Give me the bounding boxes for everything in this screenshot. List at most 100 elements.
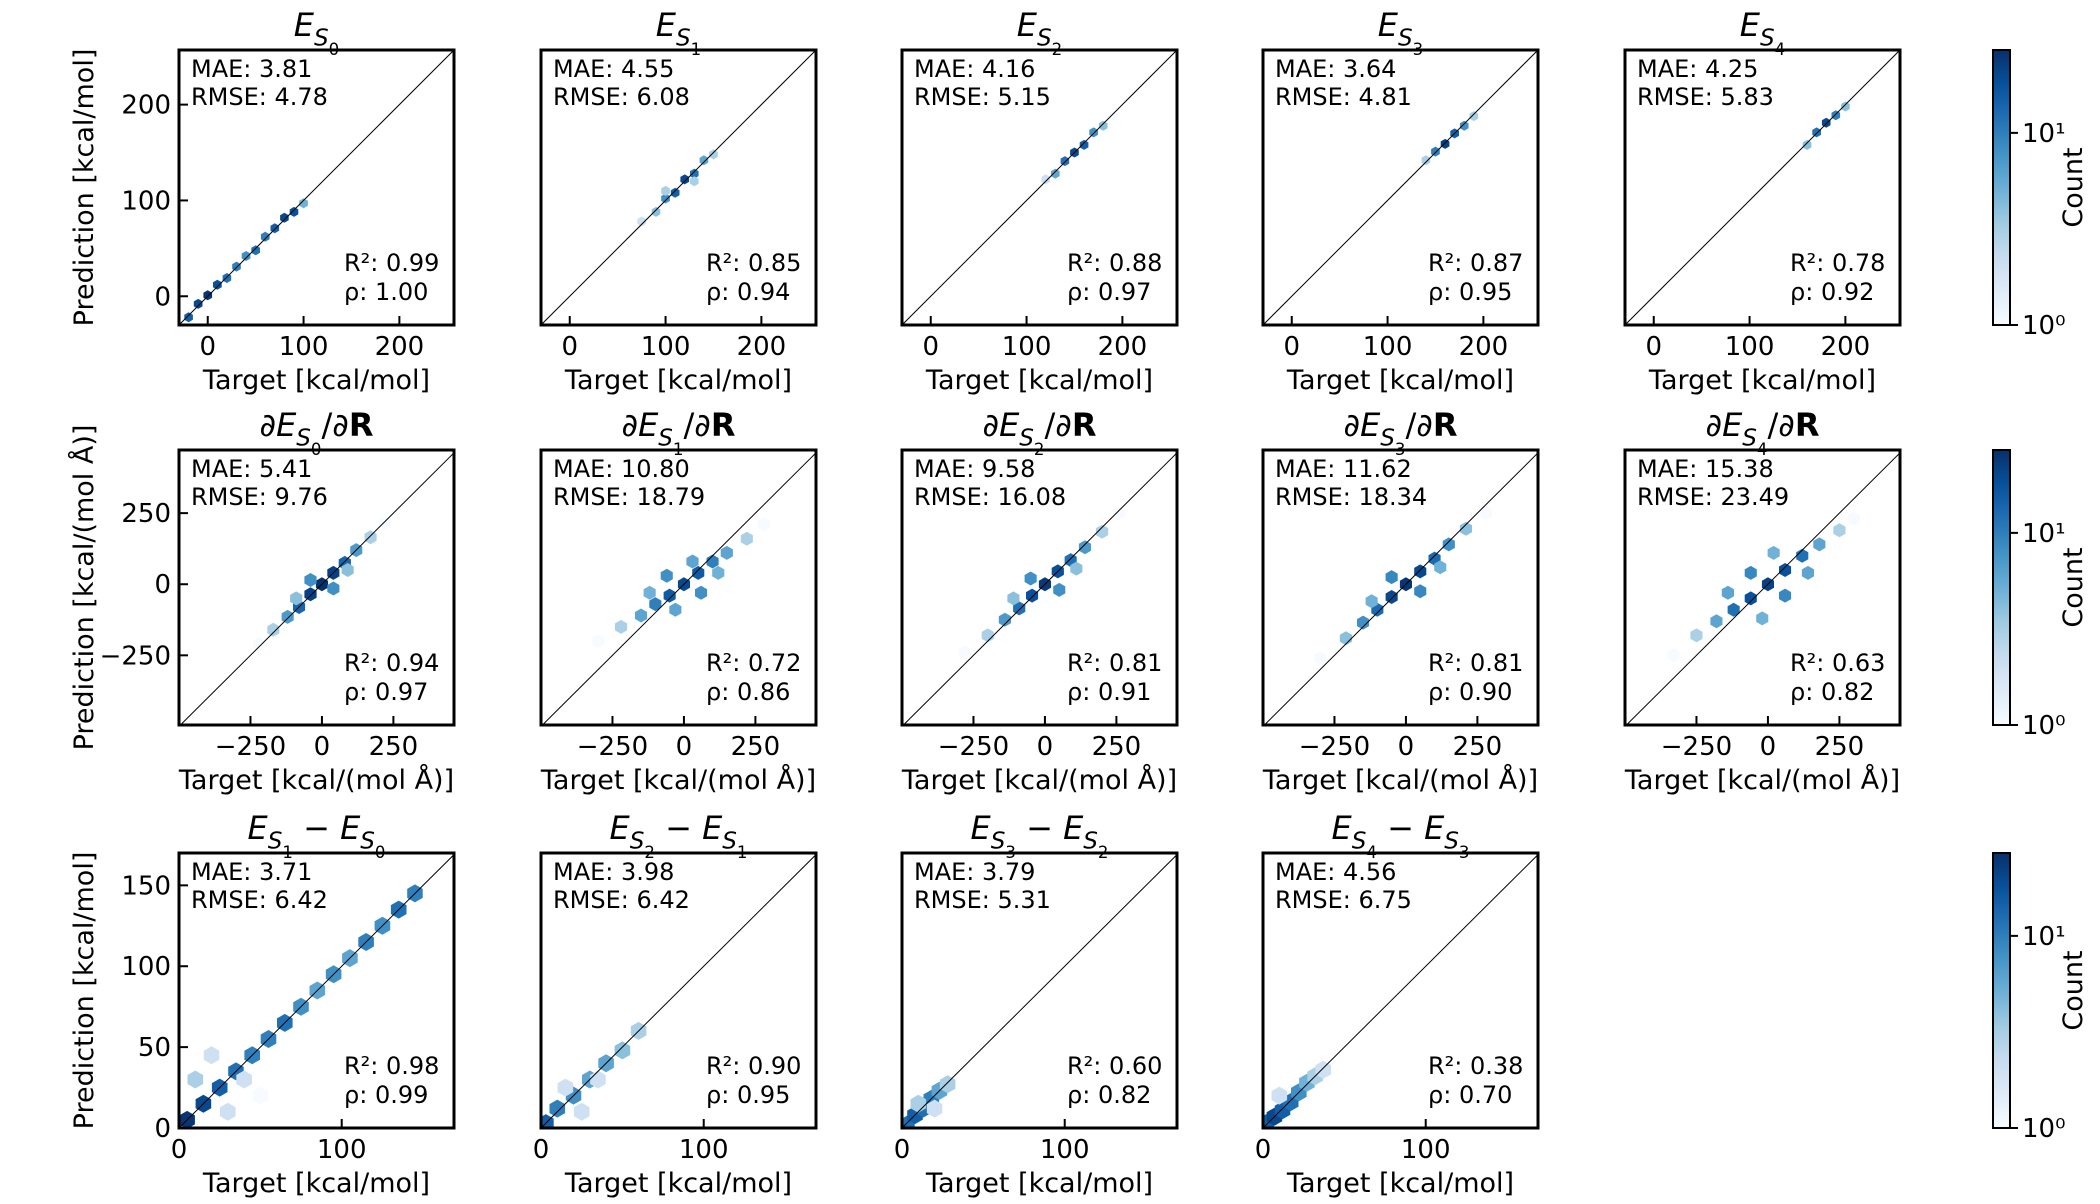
y-tick-label: 250 <box>121 499 171 529</box>
title-part: E <box>656 6 677 44</box>
hexbin <box>1667 648 1680 663</box>
annotation: RMSE: 5.31 <box>914 886 1051 914</box>
y-tick-label: 50 <box>138 1033 171 1063</box>
hexbin <box>364 530 377 545</box>
annotation: R²: 0.90 <box>706 1052 801 1080</box>
annotation: MAE: 3.71 <box>191 858 312 886</box>
hexbin <box>643 585 656 600</box>
title-part: E <box>610 809 631 847</box>
frame <box>1261 48 1540 327</box>
annotation: RMSE: 16.08 <box>914 483 1066 511</box>
hexbin <box>290 591 303 606</box>
y-tick-label: 0 <box>154 1114 171 1144</box>
x-tick-label: 0 <box>171 1135 188 1165</box>
y-tick-label: 200 <box>121 91 171 121</box>
x-axis-label: Target [kcal/mol] <box>564 365 792 396</box>
x-tick-label: 0 <box>314 732 331 762</box>
title-part: 3 <box>1413 40 1424 59</box>
annotation: RMSE: 5.83 <box>1637 83 1774 111</box>
hexbin <box>549 1099 566 1118</box>
hexbin <box>341 563 354 577</box>
colorbar-tick-label: 10⁰ <box>2022 711 2066 741</box>
x-tick-label: −250 <box>577 732 648 762</box>
plot-area <box>902 854 1177 1128</box>
annotation: ρ: 1.00 <box>344 278 428 306</box>
panel-title: ES1 − ES0 <box>248 809 386 862</box>
annotation: ρ: 0.97 <box>1067 278 1151 306</box>
title-part: 1 <box>737 843 748 862</box>
title-part: ∂E <box>1344 406 1382 444</box>
hexbin <box>1026 588 1039 603</box>
annotation: MAE: 3.98 <box>553 858 674 886</box>
hexbin <box>378 516 391 531</box>
x-tick-label: 200 <box>1459 332 1509 362</box>
title-part: 4 <box>1775 40 1786 59</box>
hexbin <box>635 608 648 623</box>
title-part: − E <box>655 809 723 847</box>
hexbin <box>184 312 193 323</box>
x-tick-label: 250 <box>1092 732 1142 762</box>
hexbin <box>1414 584 1427 599</box>
y-tick-label: 0 <box>154 282 171 312</box>
identity-line <box>1264 452 1538 725</box>
plot-area <box>1625 50 1900 325</box>
plot-area <box>179 50 454 325</box>
title-part: E <box>971 809 992 847</box>
hexbin <box>661 185 670 196</box>
hexbin <box>1802 139 1812 150</box>
hexbin <box>1813 537 1826 552</box>
title-part: /∂ <box>683 406 710 444</box>
annotation: ρ: 0.70 <box>1428 1081 1512 1109</box>
identity-line <box>179 50 454 325</box>
y-axis-label: Prediction [kcal/(mol Å)] <box>68 425 100 751</box>
identity-line <box>541 854 816 1128</box>
plot-area <box>541 50 816 325</box>
title-part: E <box>1017 6 1038 44</box>
annotation: RMSE: 6.42 <box>191 886 328 914</box>
hexbin <box>720 545 733 560</box>
title-part: 4 <box>1366 843 1377 862</box>
x-axis-label: Target [kcal/mol] <box>925 365 1153 396</box>
title-part: 3 <box>1395 440 1406 459</box>
x-tick-label: 200 <box>1821 332 1871 362</box>
hexbin <box>327 581 340 596</box>
hexbin <box>1469 111 1479 122</box>
annotation: RMSE: 6.75 <box>1275 886 1412 914</box>
panel-title: ES2 <box>1017 6 1062 59</box>
identity-line <box>903 452 1177 725</box>
title-part: S <box>1083 829 1098 855</box>
hexbin <box>690 176 699 187</box>
identity-line <box>542 452 816 725</box>
colorbar <box>1992 852 2011 1129</box>
x-tick-label: 100 <box>641 332 691 362</box>
x-axis-label: Target [kcal/mol] <box>202 365 430 396</box>
hexbin <box>1744 591 1757 606</box>
colorbar-tick-label: 10⁰ <box>2022 1114 2066 1144</box>
title-part: S <box>1037 26 1052 52</box>
hexbin <box>1710 614 1723 629</box>
title-part: E <box>1740 6 1761 44</box>
hexbin <box>712 565 725 580</box>
title-part: /∂ <box>1044 406 1071 444</box>
hexbin <box>1314 651 1327 666</box>
hexbin <box>1108 111 1118 122</box>
plot-area <box>541 854 816 1128</box>
panel-title: ES1 <box>656 6 701 59</box>
x-tick-label: 0 <box>533 1135 550 1165</box>
title-part: S <box>268 829 283 855</box>
hexbin <box>1271 1086 1288 1105</box>
y-tick-label: 0 <box>154 570 171 600</box>
title-part: ∂E <box>983 406 1021 444</box>
hexbin <box>1078 540 1091 555</box>
annotation: RMSE: 6.08 <box>553 83 690 111</box>
panel-title: ∂ES1/∂R <box>622 406 736 459</box>
colorbar-tick-label: 10¹ <box>2022 119 2066 149</box>
x-tick-label: 0 <box>1645 332 1662 362</box>
hexbin <box>1053 582 1066 597</box>
frame <box>539 851 818 1130</box>
title-part: S <box>360 829 375 855</box>
hexbin <box>1339 631 1352 646</box>
title-part: E <box>1332 809 1353 847</box>
colorbar-tick-label: 10⁰ <box>2022 311 2066 341</box>
